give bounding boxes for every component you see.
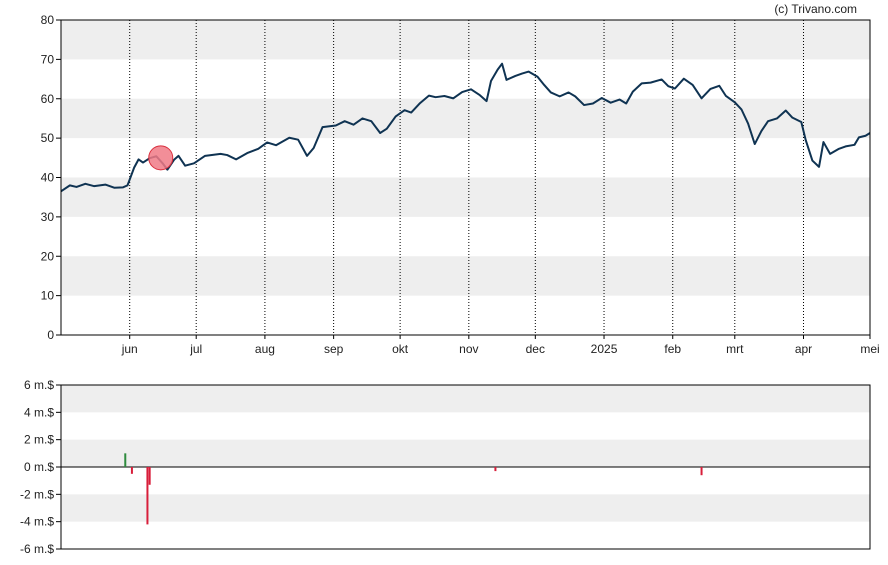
volume-y-axis: -6 m.$ -4 m.$ -2 m.$ 0 m.$ 2 m.$ 4 m.$ 6 m.$ <box>20 378 61 556</box>
price-band <box>61 98 870 139</box>
credit-label: (c) Trivano.com <box>774 2 857 16</box>
y-tick-label: 80 <box>41 13 55 27</box>
volume-bars-layer <box>124 453 703 525</box>
price-band <box>61 256 870 296</box>
volume-band <box>61 385 870 413</box>
price-bands <box>61 20 870 296</box>
volume-y-tick-label: -6 m.$ <box>20 542 54 556</box>
x-tick-label: mei <box>860 342 879 356</box>
y-tick-label: 30 <box>41 210 55 224</box>
x-tick-label: sep <box>324 342 344 356</box>
y-tick-label: 10 <box>41 289 55 303</box>
x-tick-label: jun <box>121 342 138 356</box>
price-annotation-layer <box>148 145 174 171</box>
y-tick-label: 40 <box>41 171 55 185</box>
y-tick-label: 20 <box>41 249 55 263</box>
x-tick-label: jul <box>189 342 202 356</box>
volume-y-tick-label: -2 m.$ <box>20 487 54 501</box>
x-tick-label: okt <box>392 342 409 356</box>
volume-bar-sell <box>130 467 133 474</box>
volume-y-tick-label: 0 m.$ <box>24 460 54 474</box>
volume-bands <box>61 385 870 522</box>
volume-plot-border <box>60 384 871 550</box>
x-tick-label: feb <box>664 342 681 356</box>
price-band <box>61 177 870 217</box>
y-tick-label: 0 <box>47 328 54 342</box>
volume-bar-buy <box>124 453 127 467</box>
price-line <box>60 62 871 193</box>
price-x-axis: jun jul aug sep okt nov dec 2025 feb mrt apr mei <box>121 335 880 356</box>
volume-y-tick-label: 2 m.$ <box>24 433 54 447</box>
y-tick-label: 50 <box>41 131 55 145</box>
volume-y-tick-label: 4 m.$ <box>24 405 54 419</box>
price-frame <box>60 19 871 336</box>
x-tick-label: nov <box>459 342 478 356</box>
volume-bar-sell <box>148 467 151 485</box>
x-tick-label: 2025 <box>591 342 618 356</box>
y-tick-label: 60 <box>41 92 55 106</box>
volume-band <box>61 494 870 522</box>
price-band <box>61 20 870 60</box>
volume-y-tick-label: 6 m.$ <box>24 378 54 392</box>
volume-y-tick-label: -4 m.$ <box>20 515 54 529</box>
volume-bar-sell <box>494 467 497 472</box>
volume-frame <box>60 384 871 550</box>
x-tick-label: apr <box>795 342 812 356</box>
volume-panel: -6 m.$ -4 m.$ -2 m.$ 0 m.$ 2 m.$ 4 m.$ 6 m.$ <box>20 378 871 556</box>
price-series-layer <box>60 62 871 193</box>
trade-marker <box>148 145 174 171</box>
price-y-axis: 0 10 20 30 40 50 60 70 80 <box>41 13 61 342</box>
volume-band <box>61 439 870 467</box>
volume-bar-sell <box>146 467 149 525</box>
y-tick-label: 70 <box>41 52 55 66</box>
x-tick-label: dec <box>526 342 545 356</box>
price-panel: 0 10 20 30 40 50 60 70 80 jun jul aug sep okt nov dec 2… <box>41 13 880 356</box>
x-tick-label: aug <box>255 342 275 356</box>
x-tick-label: mrt <box>726 342 744 356</box>
volume-bar-sell <box>700 467 703 476</box>
price-plot-border <box>60 19 871 336</box>
